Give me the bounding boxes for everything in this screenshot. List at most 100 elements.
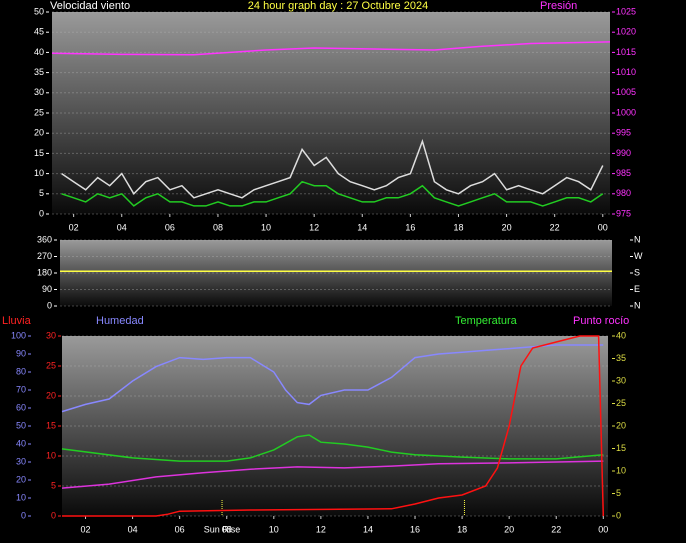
- temperature-label: Temperatura: [455, 315, 518, 327]
- pressure-label: Presión: [540, 0, 577, 12]
- y3-tick-label: 0: [21, 510, 26, 520]
- x-tick-label: 22: [550, 222, 560, 232]
- x-tick-label: 10: [269, 524, 279, 534]
- humidity-label: Humedad: [96, 315, 144, 327]
- x-tick-label: 10: [261, 222, 271, 232]
- y-tick-label: 180: [37, 267, 52, 277]
- y3-tick-label: 60: [16, 402, 26, 412]
- x-tick-label: 12: [309, 222, 319, 232]
- wind-label: Velocidad viento: [50, 0, 130, 12]
- y2-tick-label: 30: [616, 375, 626, 385]
- series-line: [62, 335, 605, 517]
- y-tick-label: 50: [34, 6, 44, 16]
- x-tick-label: 06: [165, 222, 175, 232]
- y3-tick-label: 80: [16, 366, 26, 376]
- y3-tick-label: 100: [11, 330, 26, 340]
- x-tick-label: 02: [69, 222, 79, 232]
- x-tick-label: 00: [598, 524, 608, 534]
- series-line: [61, 138, 604, 199]
- y-tick-label: 10: [34, 168, 44, 178]
- x-tick-label: 08: [213, 222, 223, 232]
- y-tick-label: 15: [34, 148, 44, 158]
- y2-tick-label: 10: [616, 465, 626, 475]
- y3-tick-label: 90: [16, 348, 26, 358]
- y-tick-label: 0: [39, 208, 44, 218]
- x-tick-label: 14: [357, 222, 367, 232]
- x-tick-label: 06: [175, 524, 185, 534]
- y2-tick-label: S: [634, 267, 640, 277]
- series-line: [61, 434, 604, 462]
- y-tick-label: 360: [37, 234, 52, 244]
- y-tick-label: 270: [37, 251, 52, 261]
- y2-tick-label: 1000: [616, 107, 636, 117]
- plot-area: [62, 336, 608, 516]
- y-tick-label: 5: [39, 188, 44, 198]
- rain-label: Lluvia: [2, 315, 32, 327]
- dewpoint-label: Punto rocío: [573, 315, 629, 327]
- x-tick-label: 04: [128, 524, 138, 534]
- y3-tick-label: 10: [16, 492, 26, 502]
- y-tick-label: 15: [46, 420, 56, 430]
- y2-tick-label: 20: [616, 420, 626, 430]
- y-tick-label: 25: [34, 107, 44, 117]
- series-line: [61, 180, 604, 207]
- y2-tick-label: N: [634, 234, 641, 244]
- y2-tick-label: 1015: [616, 47, 636, 57]
- y-tick-label: 20: [46, 390, 56, 400]
- y-tick-label: 45: [34, 27, 44, 37]
- y-tick-label: 90: [42, 284, 52, 294]
- y2-tick-label: 980: [616, 188, 631, 198]
- y2-tick-label: 975: [616, 208, 631, 218]
- y-tick-label: 35: [34, 67, 44, 77]
- x-tick-label: 12: [316, 524, 326, 534]
- y-tick-label: 20: [34, 128, 44, 138]
- x-tick-label: 22: [551, 524, 561, 534]
- x-tick-label: 18: [457, 524, 467, 534]
- y3-tick-label: 40: [16, 438, 26, 448]
- y-tick-label: 40: [34, 47, 44, 57]
- y2-tick-label: 995: [616, 128, 631, 138]
- sun-label: Sun Rise: [204, 524, 241, 534]
- y2-tick-label: 25: [616, 398, 626, 408]
- y2-tick-label: E: [634, 284, 640, 294]
- y-tick-label: 0: [47, 300, 52, 310]
- y2-tick-label: 990: [616, 148, 631, 158]
- y2-tick-label: 15: [616, 443, 626, 453]
- x-tick-label: 14: [363, 524, 373, 534]
- y-tick-label: 5: [51, 480, 56, 490]
- y3-tick-label: 30: [16, 456, 26, 466]
- y2-tick-label: 35: [616, 353, 626, 363]
- x-tick-label: 16: [410, 524, 420, 534]
- y-tick-label: 30: [34, 87, 44, 97]
- y2-tick-label: 40: [616, 330, 626, 340]
- y2-tick-label: 5: [616, 488, 621, 498]
- x-tick-label: 18: [453, 222, 463, 232]
- y2-tick-label: 1025: [616, 6, 636, 16]
- x-tick-label: 08: [222, 524, 232, 534]
- x-tick-label: 20: [504, 524, 514, 534]
- y3-tick-label: 70: [16, 384, 26, 394]
- x-tick-label: 16: [405, 222, 415, 232]
- x-tick-label: 20: [502, 222, 512, 232]
- y3-tick-label: 20: [16, 474, 26, 484]
- x-tick-label: 02: [81, 524, 91, 534]
- series-line: [61, 460, 604, 489]
- y2-tick-label: 985: [616, 168, 631, 178]
- x-tick-label: 00: [598, 222, 608, 232]
- y-tick-label: 0: [51, 510, 56, 520]
- x-tick-label: 04: [117, 222, 127, 232]
- y2-tick-label: 1010: [616, 67, 636, 77]
- series-line: [51, 41, 611, 56]
- y-tick-label: 25: [46, 360, 56, 370]
- y3-tick-label: 50: [16, 420, 26, 430]
- y2-tick-label: N: [634, 300, 641, 310]
- title: 24 hour graph day : 27 Octubre 2024: [248, 0, 428, 12]
- y-tick-label: 30: [46, 330, 56, 340]
- y-tick-label: 10: [46, 450, 56, 460]
- plot-area: [60, 240, 612, 306]
- y2-tick-label: 1020: [616, 27, 636, 37]
- y2-tick-label: 0: [616, 510, 621, 520]
- series-line: [61, 344, 604, 413]
- y2-tick-label: W: [634, 251, 643, 261]
